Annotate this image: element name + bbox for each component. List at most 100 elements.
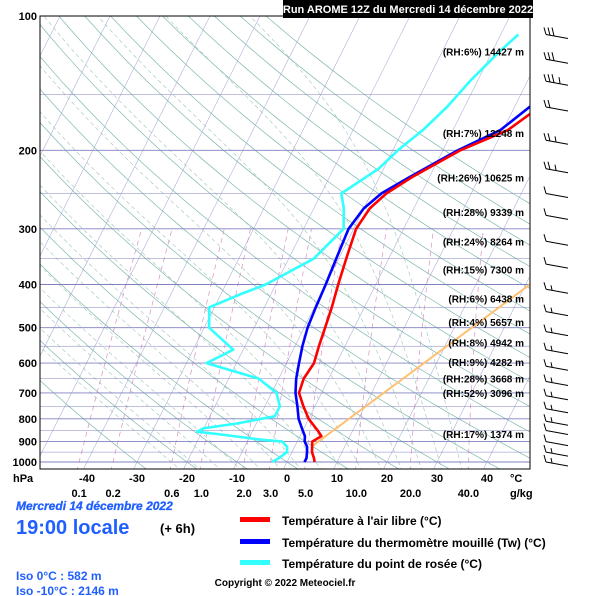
wind-barb-feather [543,133,547,141]
isotherm-line [83,16,311,469]
pressure-tick-label: 100 [19,11,37,23]
wind-barb-feather [550,327,553,333]
wind-barb-feather [543,52,547,60]
wind-barb [543,304,569,317]
level-label: (RH:15%) 7300 m [443,265,524,276]
isotherm-line [283,16,511,469]
wind-barb-feather [547,161,551,170]
level-label: (RH:9%) 4282 m [448,358,524,369]
moist-adiabat-line [165,16,442,469]
wind-barb-staff [545,441,569,447]
moist-adiabat-line [40,111,362,469]
mixing-ratio-line [111,228,173,469]
wind-barb-feather [543,74,547,82]
level-label: (RH:52%) 3096 m [443,389,524,400]
hpa-unit-label: hPa [13,473,34,485]
wind-barb-staff [545,240,569,246]
wind-barb-feather [543,99,547,108]
mixing-ratio-tick-label: 40.0 [458,488,479,500]
wind-barb-feather [543,359,547,367]
wind-barb-staff [545,451,569,457]
dry-adiabat-line [110,16,530,335]
freezing-level-line [312,283,530,447]
wind-barb [543,161,569,174]
mixing-ratio-tick-label: 0.1 [71,488,86,500]
wind-barb [543,74,569,86]
pressure-tick-label: 200 [19,145,37,157]
wind-barb-feather [543,454,547,463]
level-label: (RH:7%) 12248 m [443,129,524,140]
wind-barb-feather [550,307,553,313]
pressure-tick-label: 300 [19,224,37,236]
temperature-tick-label: -20 [179,473,195,485]
isotherm-line [133,16,361,469]
wind-barb-feather [558,77,561,84]
wind-barb [543,234,569,246]
mixing-ratio-tick-label: 3.0 [263,488,278,500]
wind-barb-feather [550,447,553,453]
wind-barb [543,374,569,386]
mixing-ratio-tick-label: 2.0 [236,488,251,500]
wind-barb-feather [543,234,547,242]
wind-barb-staff [545,461,569,467]
moist-adiabat-line [40,241,281,469]
wind-barb-staff [545,193,569,198]
wind-barb [543,388,569,401]
level-label: (RH:4%) 5657 m [448,318,524,329]
wind-barb [543,401,569,414]
mixing-ratio-tick-label: 0.6 [164,488,179,500]
temperature-tick-label: 0 [284,473,290,485]
wind-barb-feather [550,285,553,291]
pressure-tick-label: 1000 [13,457,37,469]
wind-barb-feather [547,133,551,142]
wind-barb-staff [545,365,569,371]
isotherm-line [40,16,161,257]
wind-barb [543,186,569,198]
legend-swatch-dewpoint [240,560,270,565]
wind-barb-feather [554,136,557,142]
wind-barb-feather [543,444,547,453]
iso0-label: Iso 0°C : 582 m [16,569,102,583]
mixing-ratio-tick-label: 1.0 [194,488,209,500]
wind-barb-feather [543,434,547,442]
wind-barb [543,99,569,112]
wind-barb-feather [543,282,547,290]
wind-barb-feather [543,256,547,265]
wind-barb-feather [550,377,553,383]
dry-adiabat-line [58,16,530,383]
wind-barb-feather [543,423,547,431]
wind-barb-feather [543,342,547,350]
wind-barb [543,342,569,355]
level-label: (RH:6%) 6438 m [448,295,524,306]
wind-barbs [543,27,569,467]
wind-barb-staff [545,408,569,414]
wind-barb-staff [545,420,569,426]
wind-barb-feather [543,388,547,396]
wind-barb-feather [550,391,553,397]
dry-adiabat-line [40,56,530,433]
dry-adiabat-line [136,16,530,312]
mixing-ratio-line [467,228,484,469]
wind-barb [543,454,569,467]
moist-adiabat-line [97,16,422,469]
wind-barb-feather [543,414,547,422]
wind-barb-feather [551,27,555,37]
wind-barb-staff [545,311,569,317]
wind-barb [543,208,569,220]
isotherm-line [483,375,530,469]
legend-swatch-wetbulb [240,539,270,544]
pressure-tick-label: 600 [19,358,37,370]
title-bar [283,0,533,18]
pressure-axis: 100 200 300 400 500 600 700 800 900 1000 [13,11,37,469]
temperature-tick-label: 10 [331,473,343,485]
pressure-tick-label: 800 [19,414,37,426]
wind-barb [543,324,569,337]
mixing-ratio-line [409,228,434,469]
mixing-ratio-tick-label: 0.2 [105,488,120,500]
wind-barb-staff [545,214,569,220]
wind-barb [543,256,569,269]
wind-barb [543,414,569,426]
wind-barb [543,423,569,435]
